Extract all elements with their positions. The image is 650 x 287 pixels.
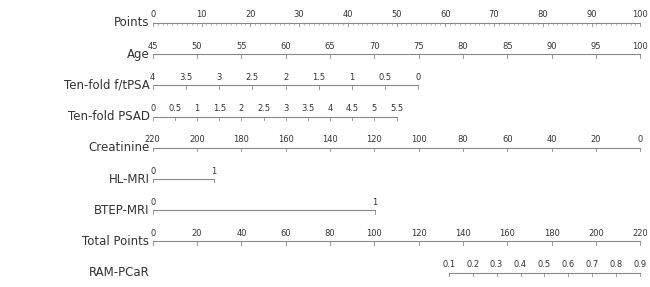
Text: 0.4: 0.4 (514, 260, 527, 269)
Text: 120: 120 (367, 135, 382, 144)
Text: 60: 60 (280, 42, 291, 51)
Text: Points: Points (114, 16, 150, 30)
Text: 40: 40 (343, 10, 353, 19)
Text: 40: 40 (236, 229, 246, 238)
Text: 0: 0 (150, 229, 155, 238)
Text: HL-MRI: HL-MRI (109, 172, 150, 185)
Text: 90: 90 (547, 42, 557, 51)
Text: 4: 4 (150, 73, 155, 82)
Text: 0.9: 0.9 (634, 260, 647, 269)
Text: 70: 70 (369, 42, 380, 51)
Text: 0: 0 (638, 135, 643, 144)
Text: 0.5: 0.5 (379, 73, 392, 82)
Text: 3: 3 (216, 73, 222, 82)
Text: 20: 20 (245, 10, 255, 19)
Text: 0.3: 0.3 (490, 260, 503, 269)
Text: BTEP-MRI: BTEP-MRI (94, 204, 150, 217)
Text: 50: 50 (391, 10, 402, 19)
Text: 60: 60 (280, 229, 291, 238)
Text: 160: 160 (499, 229, 515, 238)
Text: 0.2: 0.2 (466, 260, 479, 269)
Text: 45: 45 (148, 42, 158, 51)
Text: 55: 55 (236, 42, 246, 51)
Text: 80: 80 (325, 229, 335, 238)
Text: 80: 80 (458, 42, 468, 51)
Text: 0.5: 0.5 (538, 260, 551, 269)
Text: 60: 60 (502, 135, 513, 144)
Text: 65: 65 (325, 42, 335, 51)
Text: 3: 3 (283, 104, 289, 113)
Text: 4: 4 (328, 104, 333, 113)
Text: 2.5: 2.5 (246, 73, 259, 82)
Text: 4.5: 4.5 (346, 104, 359, 113)
Text: 10: 10 (196, 10, 207, 19)
Text: 0.5: 0.5 (168, 104, 181, 113)
Text: 20: 20 (192, 229, 202, 238)
Text: 0: 0 (416, 73, 421, 82)
Text: 100: 100 (632, 42, 648, 51)
Text: 0: 0 (150, 10, 155, 19)
Text: 80: 80 (458, 135, 468, 144)
Text: 1.5: 1.5 (312, 73, 326, 82)
Text: Ten-fold f/tPSA: Ten-fold f/tPSA (64, 79, 150, 92)
Text: 220: 220 (632, 229, 648, 238)
Text: 2.5: 2.5 (257, 104, 270, 113)
Text: 75: 75 (413, 42, 424, 51)
Text: 0.1: 0.1 (442, 260, 455, 269)
Text: 5.5: 5.5 (390, 104, 403, 113)
Text: 0: 0 (150, 167, 155, 176)
Text: 200: 200 (189, 135, 205, 144)
Text: 20: 20 (591, 135, 601, 144)
Text: 1: 1 (211, 167, 216, 176)
Text: 30: 30 (294, 10, 304, 19)
Text: Creatinine: Creatinine (88, 141, 150, 154)
Text: 220: 220 (145, 135, 161, 144)
Text: 100: 100 (367, 229, 382, 238)
Text: 100: 100 (632, 10, 648, 19)
Text: 60: 60 (440, 10, 450, 19)
Text: 1: 1 (372, 198, 377, 207)
Text: RAM-PCaR: RAM-PCaR (89, 266, 150, 279)
Text: 1: 1 (350, 73, 355, 82)
Text: 50: 50 (192, 42, 202, 51)
Text: 100: 100 (411, 135, 426, 144)
Text: 0.7: 0.7 (586, 260, 599, 269)
Text: 3.5: 3.5 (301, 104, 315, 113)
Text: Ten-fold PSAD: Ten-fold PSAD (68, 110, 150, 123)
Text: 70: 70 (489, 10, 499, 19)
Text: 140: 140 (455, 229, 471, 238)
Text: Total Points: Total Points (83, 235, 150, 248)
Text: 2: 2 (239, 104, 244, 113)
Text: 0.6: 0.6 (562, 260, 575, 269)
Text: 5: 5 (372, 104, 377, 113)
Text: 1: 1 (194, 104, 200, 113)
Text: 0.8: 0.8 (610, 260, 623, 269)
Text: 160: 160 (278, 135, 294, 144)
Text: 85: 85 (502, 42, 513, 51)
Text: Age: Age (127, 48, 150, 61)
Text: 90: 90 (586, 10, 597, 19)
Text: 0: 0 (150, 104, 155, 113)
Text: 80: 80 (538, 10, 548, 19)
Text: 1.5: 1.5 (213, 104, 226, 113)
Text: 180: 180 (543, 229, 560, 238)
Text: 2: 2 (283, 73, 288, 82)
Text: 200: 200 (588, 229, 604, 238)
Text: 0: 0 (150, 198, 155, 207)
Text: 180: 180 (233, 135, 250, 144)
Text: 40: 40 (547, 135, 557, 144)
Text: 120: 120 (411, 229, 426, 238)
Text: 140: 140 (322, 135, 338, 144)
Text: 3.5: 3.5 (179, 73, 192, 82)
Text: 95: 95 (591, 42, 601, 51)
